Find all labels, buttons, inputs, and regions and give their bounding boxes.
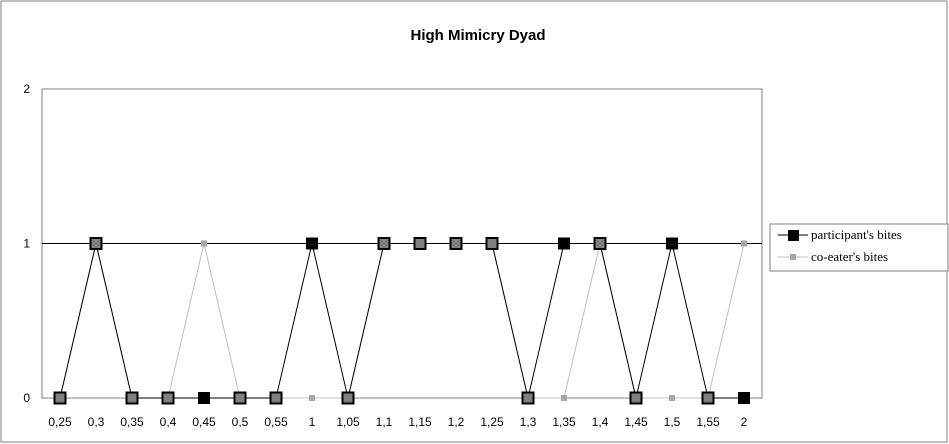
point-participant [593,237,607,250]
point-participant [449,237,463,250]
x-tick-label: 1,2 [448,415,465,429]
x-tick-label: 1,1 [376,415,393,429]
x-tick-label: 2 [741,415,748,429]
point-participant [738,392,750,404]
point-coeater [741,240,747,247]
y-tick-label: 1 [23,237,30,251]
point-participant [89,237,103,250]
point-participant [521,391,535,405]
x-tick-label: 1,3 [520,415,537,429]
x-tick-label: 1,4 [592,415,609,429]
point-participant [413,237,427,250]
point-participant [629,391,643,405]
point-participant [485,237,499,250]
legend-label-participant: participant's bites [811,227,902,242]
x-tick-label: 0,55 [264,415,288,429]
point-participant [558,237,570,250]
legend-marker-coeater [790,254,796,260]
chart-title: High Mimicry Dyad [410,27,545,44]
x-tick-label: 0,3 [88,415,105,429]
x-tick-label: 1,55 [696,415,720,429]
point-participant [306,237,318,250]
x-tick-label: 0,35 [120,415,144,429]
x-tick-label: 0,5 [232,415,249,429]
point-coeater [201,240,207,247]
x-tick-label: 1 [309,415,316,429]
point-participant [701,391,715,405]
x-tick-label: 1,35 [552,415,576,429]
legend-marker-participant [788,230,799,241]
legend-label-coeater: co-eater's bites [811,249,888,264]
point-participant [233,391,247,405]
point-participant [161,391,175,405]
y-tick-label: 2 [23,82,30,96]
point-participant [269,391,283,405]
point-participant [125,391,139,405]
x-tick-label: 1,5 [664,415,681,429]
x-tick-label: 1,05 [336,415,360,429]
x-tick-label: 0,45 [192,415,216,429]
point-coeater [561,395,567,401]
point-coeater [669,395,675,401]
point-participant [198,392,210,404]
legend-box [769,223,949,272]
point-participant [666,237,678,250]
point-participant [377,237,391,250]
y-tick-label: 0 [23,391,30,405]
point-participant [53,391,67,405]
x-tick-label: 1,45 [624,415,648,429]
x-tick-label: 1,15 [408,415,432,429]
x-tick-label: 1,25 [480,415,504,429]
series-layer [53,237,750,405]
x-tick-label: 0,25 [48,415,72,429]
x-tick-label: 0,4 [160,415,177,429]
legend: participant's bites co-eater's bites [769,223,949,272]
point-participant [341,391,355,405]
point-coeater [309,395,315,401]
axis-layer: 0 1 2 0,25 0,3 0,35 0,4 0,45 0,5 0,55 1 1,05 1,1 1,15… [23,82,747,429]
